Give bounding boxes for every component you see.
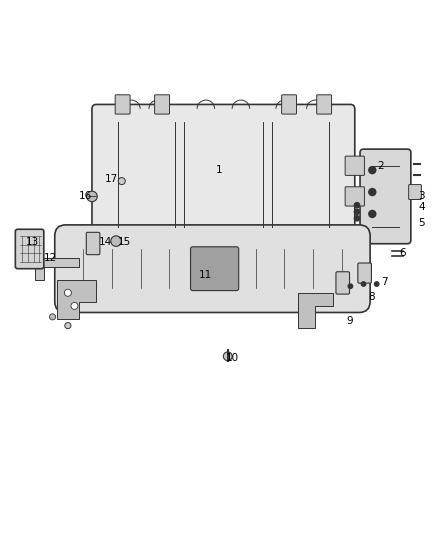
FancyBboxPatch shape bbox=[15, 229, 44, 269]
Circle shape bbox=[348, 284, 353, 288]
Text: 16: 16 bbox=[79, 191, 92, 201]
FancyBboxPatch shape bbox=[317, 95, 332, 114]
FancyBboxPatch shape bbox=[55, 225, 370, 312]
Circle shape bbox=[374, 282, 379, 286]
FancyBboxPatch shape bbox=[345, 156, 364, 175]
Circle shape bbox=[65, 322, 71, 329]
Circle shape bbox=[64, 289, 71, 296]
Circle shape bbox=[354, 216, 360, 221]
FancyBboxPatch shape bbox=[115, 95, 130, 114]
Text: 6: 6 bbox=[399, 248, 406, 259]
FancyBboxPatch shape bbox=[282, 95, 297, 114]
FancyBboxPatch shape bbox=[358, 263, 371, 283]
Circle shape bbox=[87, 191, 97, 201]
FancyBboxPatch shape bbox=[191, 247, 239, 290]
Text: 15: 15 bbox=[118, 237, 131, 247]
Circle shape bbox=[111, 236, 121, 246]
Text: 1: 1 bbox=[215, 165, 223, 175]
Text: 7: 7 bbox=[381, 277, 388, 287]
FancyBboxPatch shape bbox=[409, 184, 421, 199]
Text: 17: 17 bbox=[105, 174, 118, 184]
Circle shape bbox=[369, 189, 376, 196]
Text: 8: 8 bbox=[368, 292, 374, 302]
FancyBboxPatch shape bbox=[86, 232, 100, 255]
Polygon shape bbox=[298, 293, 333, 328]
Text: 5: 5 bbox=[418, 217, 425, 228]
FancyBboxPatch shape bbox=[336, 272, 350, 294]
Text: 4: 4 bbox=[418, 203, 425, 212]
FancyBboxPatch shape bbox=[345, 187, 364, 206]
FancyBboxPatch shape bbox=[155, 95, 170, 114]
Text: 3: 3 bbox=[418, 191, 425, 201]
Text: 14: 14 bbox=[99, 237, 112, 247]
FancyBboxPatch shape bbox=[360, 149, 411, 244]
Circle shape bbox=[118, 177, 125, 184]
Circle shape bbox=[369, 167, 376, 174]
Text: 2: 2 bbox=[378, 161, 385, 171]
Text: 13: 13 bbox=[26, 237, 39, 247]
Text: 12: 12 bbox=[44, 253, 57, 263]
Circle shape bbox=[49, 314, 56, 320]
Circle shape bbox=[71, 302, 78, 310]
Polygon shape bbox=[35, 258, 79, 280]
Text: 9: 9 bbox=[346, 316, 353, 326]
Text: 11: 11 bbox=[199, 270, 212, 280]
Text: 10: 10 bbox=[226, 353, 239, 364]
Circle shape bbox=[354, 203, 360, 208]
Polygon shape bbox=[57, 280, 96, 319]
Circle shape bbox=[223, 352, 232, 361]
FancyBboxPatch shape bbox=[92, 104, 355, 245]
Circle shape bbox=[354, 209, 360, 214]
Circle shape bbox=[361, 282, 366, 286]
Circle shape bbox=[369, 211, 376, 217]
